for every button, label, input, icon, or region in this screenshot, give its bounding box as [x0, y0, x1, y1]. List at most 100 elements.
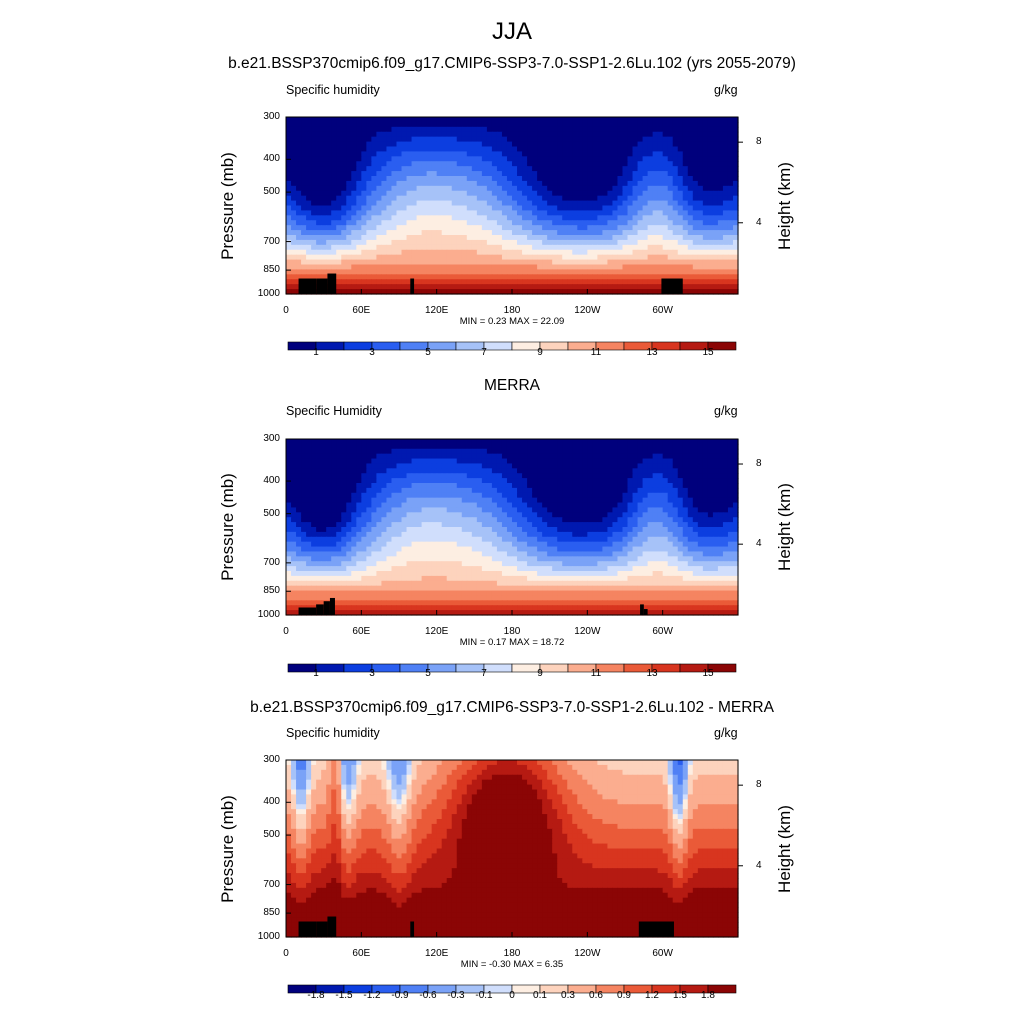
field-cell: [617, 517, 624, 523]
field-cell: [416, 487, 423, 494]
field-cell: [341, 274, 347, 280]
field-cell: [517, 463, 523, 469]
field-cell: [501, 522, 508, 528]
field-cell: [662, 131, 669, 138]
field-cell: [652, 166, 659, 172]
field-cell: [351, 121, 357, 128]
field-cell: [732, 171, 739, 177]
field-cell: [296, 458, 302, 465]
field-cell: [722, 279, 729, 285]
field-cell: [597, 473, 603, 479]
field-cell: [421, 210, 428, 216]
field-cell: [732, 264, 739, 271]
field-cell: [421, 235, 428, 241]
field-cell: [607, 161, 614, 167]
field-cell: [416, 190, 423, 197]
field-cell: [562, 180, 568, 187]
field-cell: [722, 439, 729, 445]
field-cell: [361, 289, 367, 295]
field-cell: [607, 463, 614, 469]
field-cell: [356, 239, 362, 246]
field-cell: [532, 289, 538, 295]
field-cell: [301, 531, 307, 538]
field-cell: [441, 121, 448, 128]
field-cell: [697, 249, 704, 256]
field-cell: [522, 200, 528, 207]
field-cell: [707, 468, 714, 474]
field-cell: [411, 200, 418, 207]
field-cell: [727, 487, 734, 494]
field-cell: [441, 176, 448, 182]
field-cell: [632, 176, 639, 182]
field-cell: [436, 166, 443, 172]
field-cell: [572, 274, 578, 280]
field-cell: [627, 141, 634, 148]
field-cell: [637, 478, 644, 484]
field-cell: [722, 478, 729, 484]
field-cell: [727, 141, 734, 148]
field-cell: [401, 259, 408, 266]
field-cell: [431, 468, 438, 474]
field-cell: [386, 225, 393, 231]
field-cell: [647, 522, 654, 528]
field-cell: [416, 235, 423, 241]
field-cell: [667, 156, 674, 162]
field-cell: [411, 502, 418, 509]
field-cell: [361, 141, 367, 148]
field-cell: [446, 254, 453, 261]
field-cell: [627, 259, 634, 266]
field-cell: [326, 190, 332, 197]
field-cell: [682, 259, 689, 266]
field-cell: [547, 512, 553, 518]
field-cell: [376, 522, 383, 528]
field-cell: [732, 502, 739, 509]
field-cell: [411, 274, 418, 280]
field-cell: [667, 517, 674, 523]
field-cell: [366, 117, 372, 123]
field-cell: [622, 131, 629, 138]
field-cell: [496, 171, 503, 177]
field-cell: [602, 117, 609, 123]
field-cell: [662, 146, 669, 153]
field-cell: [542, 121, 548, 128]
field-cell: [486, 156, 493, 162]
field-cell: [587, 195, 593, 202]
field-cell: [532, 235, 538, 241]
field-cell: [451, 483, 458, 489]
field-cell: [491, 468, 498, 474]
field-cell: [642, 483, 649, 489]
field-cell: [572, 259, 578, 266]
field-cell: [311, 151, 317, 157]
field-cell: [431, 176, 438, 182]
field-cell: [336, 443, 342, 450]
field-cell: [331, 210, 337, 216]
field-cell: [602, 468, 609, 474]
field-cell: [622, 166, 629, 172]
field-cell: [386, 284, 393, 290]
field-cell: [361, 225, 367, 231]
field-cell: [542, 225, 548, 231]
field-cell: [597, 259, 603, 266]
field-cell: [712, 185, 719, 192]
field-cell: [562, 141, 568, 148]
field-cell: [552, 483, 558, 489]
field-cell: [632, 131, 639, 138]
field-cell: [476, 512, 483, 518]
field-cell: [567, 220, 573, 226]
field-cell: [296, 195, 302, 202]
field-cell: [286, 502, 292, 509]
field-cell: [351, 156, 357, 162]
field-cell: [406, 497, 413, 504]
field-cell: [732, 235, 739, 241]
field-cell: [612, 200, 619, 207]
field-cell: [662, 210, 669, 216]
field-cell: [607, 156, 614, 162]
field-cell: [306, 512, 312, 518]
field-cell: [727, 220, 734, 226]
field-cell: [356, 156, 362, 162]
field-cell: [547, 249, 553, 256]
field-cell: [351, 249, 357, 256]
field-cell: [396, 190, 403, 197]
field-cell: [542, 215, 548, 221]
field-cell: [632, 443, 639, 450]
